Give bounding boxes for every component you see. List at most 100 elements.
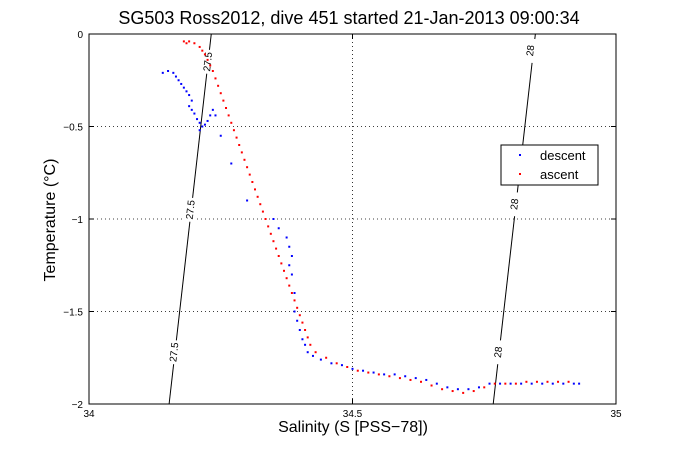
contour-label-gap [167, 339, 182, 365]
data-point-ascent [246, 166, 249, 169]
contour-label: 28 [509, 198, 521, 211]
y-axis-label: Temperature (°C) [42, 159, 59, 282]
data-point-ascent [238, 144, 241, 146]
data-point-descent [201, 125, 204, 128]
contour-label-gap [183, 197, 199, 223]
data-point-ascent [309, 343, 312, 346]
data-series [161, 40, 581, 394]
data-point-descent [230, 162, 233, 165]
data-point-descent [467, 388, 470, 391]
x-axis-label: Salinity (S [PSS−78]) [278, 419, 428, 436]
data-point-ascent [483, 386, 486, 389]
data-point-ascent [209, 64, 212, 67]
data-point-descent [288, 245, 291, 248]
data-point-descent [293, 292, 296, 294]
data-point-ascent [267, 225, 270, 228]
data-point-ascent [214, 77, 217, 80]
data-point-ascent [462, 391, 465, 394]
series-ascent [182, 40, 570, 394]
legend-marker-descent [519, 154, 521, 156]
data-point-descent [311, 354, 314, 357]
data-point-ascent [296, 306, 299, 309]
data-point-ascent [535, 380, 538, 383]
data-point-ascent [240, 151, 243, 154]
data-point-descent [372, 371, 375, 374]
data-point-ascent [409, 378, 412, 381]
plot-area: 27.5 27.5 27.5 28 28 28 34 34.5 35 −2 −1.5 −1 −0.5 0 [63, 30, 622, 420]
data-point-descent [456, 388, 459, 391]
legend-label-ascent: ascent [540, 167, 579, 182]
data-point-descent [435, 382, 438, 385]
data-point-ascent [203, 53, 206, 56]
data-point-ascent [398, 377, 401, 380]
data-point-descent [301, 338, 304, 341]
data-point-ascent [430, 384, 433, 387]
data-point-ascent [227, 114, 230, 117]
data-point-descent [219, 134, 222, 137]
chart-title: SG503 Ross2012, dive 451 started 21-Jan-… [118, 8, 579, 28]
data-point-descent [551, 382, 554, 385]
y-tick-label: 0 [77, 30, 83, 41]
data-point-ascent [248, 173, 251, 176]
data-point-ascent [472, 390, 475, 393]
data-point-ascent [264, 218, 267, 220]
data-point-descent [351, 367, 354, 370]
data-point-descent [298, 329, 301, 331]
data-point-ascent [235, 136, 238, 139]
data-point-ascent [290, 292, 293, 294]
data-point-descent [190, 99, 193, 102]
data-point-ascent [206, 58, 209, 61]
data-point-descent [296, 319, 299, 322]
data-point-ascent [272, 240, 275, 243]
data-point-descent [277, 227, 280, 230]
data-point-ascent [377, 373, 380, 376]
data-point-descent [425, 378, 428, 381]
data-point-descent [167, 70, 170, 72]
contour-label: 27.5 [185, 199, 198, 220]
data-point-ascent [546, 380, 549, 383]
contour-label-gap [491, 339, 506, 365]
data-point-ascent [420, 380, 423, 383]
data-point-ascent [211, 70, 214, 72]
data-point-descent [414, 377, 417, 380]
data-point-descent [509, 382, 512, 385]
data-point-descent [198, 121, 201, 124]
data-point-ascent [230, 121, 233, 124]
data-point-descent [362, 369, 365, 372]
data-point-ascent [514, 382, 517, 385]
contour-label: 28 [493, 346, 505, 359]
legend-label-descent: descent [540, 148, 586, 163]
data-point-ascent [275, 247, 278, 250]
data-point-ascent [335, 362, 338, 365]
data-point-descent [562, 382, 565, 385]
data-point-ascent [441, 388, 444, 391]
data-point-descent [304, 343, 307, 346]
data-point-descent [290, 273, 293, 276]
legend-entry-descent: descent [519, 148, 586, 163]
data-point-descent [578, 382, 581, 385]
data-point-descent [172, 71, 175, 74]
data-point-ascent [198, 45, 201, 48]
data-point-descent [285, 236, 288, 239]
data-point-ascent [493, 382, 496, 385]
data-point-descent [477, 386, 480, 389]
data-point-ascent [225, 107, 228, 109]
contour-label-gap [507, 191, 523, 217]
data-point-ascent [232, 129, 235, 132]
data-point-descent [180, 82, 183, 85]
axis-ticks: 34 34.5 35 −2 −1.5 −1 −0.5 0 [63, 30, 622, 420]
data-point-descent [190, 108, 193, 111]
contour-label: 27.5 [168, 342, 181, 363]
data-point-descent [520, 382, 523, 385]
data-point-ascent [222, 99, 225, 102]
data-point-ascent [243, 158, 246, 161]
data-point-ascent [304, 329, 307, 331]
data-point-ascent [282, 269, 285, 272]
data-point-descent [185, 90, 188, 93]
x-tick-label: 34 [83, 409, 95, 420]
data-point-descent [306, 351, 309, 354]
data-point-ascent [251, 181, 254, 183]
legend-entry-ascent: ascent [519, 167, 579, 182]
data-point-ascent [306, 336, 309, 339]
